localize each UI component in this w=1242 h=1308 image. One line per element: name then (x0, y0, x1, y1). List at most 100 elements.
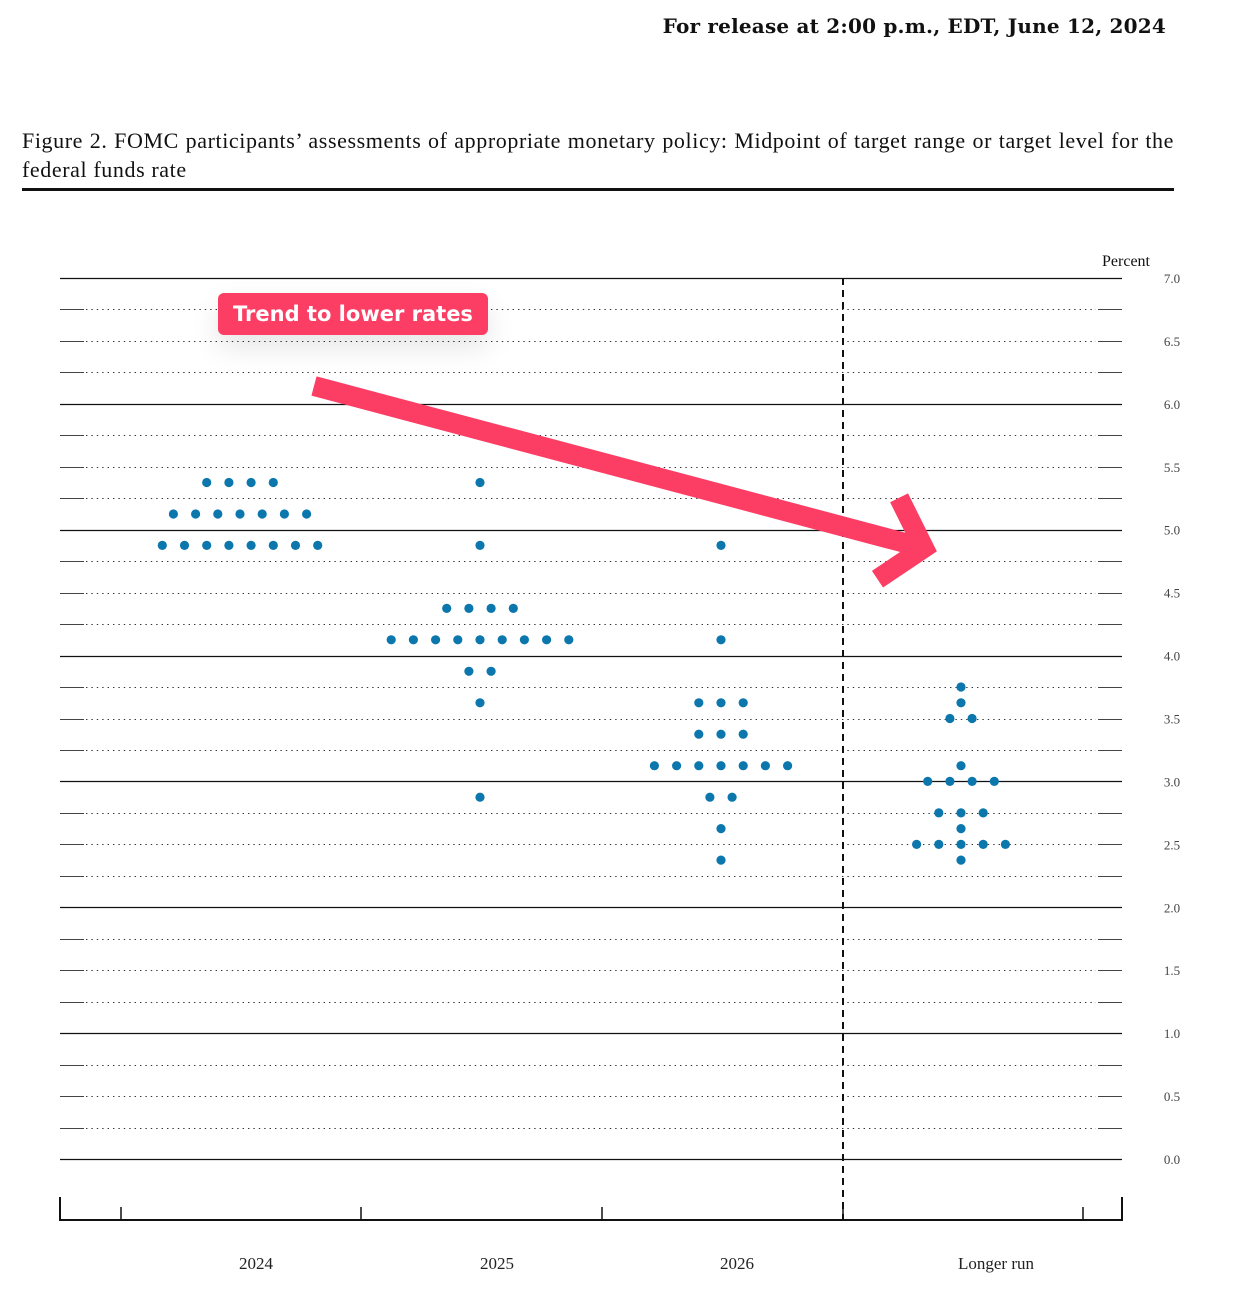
x-tick-label: 2024 (239, 1254, 274, 1273)
participant-dot (475, 477, 485, 488)
y-tick-label: 2.5 (1164, 837, 1180, 852)
participant-dot (738, 761, 748, 771)
participant-dot (519, 635, 530, 645)
participant-dot (475, 540, 485, 551)
participant-dot (956, 682, 966, 692)
participant-dot (475, 635, 485, 645)
y-tick-label: 6.0 (1164, 397, 1180, 412)
participant-dot (290, 540, 301, 551)
participant-dot (268, 477, 278, 488)
participant-dot (956, 808, 966, 818)
participant-dot (313, 540, 323, 551)
participant-dot (224, 540, 234, 551)
participant-dot (694, 729, 704, 739)
participant-dot (497, 635, 507, 645)
participant-dot (408, 635, 418, 645)
participant-dot (956, 698, 966, 708)
figure-title: Figure 2. FOMC participants’ assessments… (22, 128, 1174, 182)
trend-callout-label: Trend to lower rates (218, 293, 488, 335)
trend-arrow-icon (311, 376, 937, 588)
participant-dot (168, 509, 178, 519)
participant-dot (202, 477, 212, 488)
participant-dot (705, 792, 715, 802)
participant-dot (989, 776, 999, 787)
participant-dot (956, 839, 966, 850)
participant-dot (716, 635, 726, 645)
participant-dot (923, 776, 933, 787)
participant-dot (727, 792, 737, 802)
y-axis-label: Percent (1102, 253, 1151, 270)
participant-dot (179, 540, 190, 551)
y-axis-tick-labels: 0.0 0.5 1.0 1.5 2.0 2.5 3.0 3.5 4.0 4.5 5.0 5.5 6.0 6… (1164, 271, 1180, 1167)
participant-dot (302, 509, 312, 519)
participant-dot (694, 761, 704, 771)
y-tick-label: 7.0 (1164, 271, 1180, 286)
participant-dot (386, 635, 396, 645)
x-axis (59, 1197, 1123, 1221)
participant-dot (956, 824, 966, 834)
participant-dot (978, 808, 988, 818)
participant-dot (934, 839, 944, 850)
participant-dot (475, 792, 485, 802)
participant-dot (268, 540, 278, 551)
participant-dot (967, 776, 977, 787)
x-tick-label: 2026 (720, 1254, 754, 1273)
participant-dot (246, 477, 256, 488)
participant-dot (672, 761, 682, 771)
y-tick-label: 1.5 (1164, 963, 1180, 978)
participant-dot (716, 540, 726, 551)
participant-dot (956, 761, 966, 771)
y-tick-label: 6.5 (1164, 334, 1180, 349)
participant-dot (279, 509, 289, 519)
participant-dot (508, 603, 518, 614)
x-axis-tick-labels: 2024 2025 2026 Longer run (239, 1254, 1034, 1273)
participant-dot (431, 635, 441, 645)
y-tick-label: 4.0 (1164, 649, 1180, 664)
participant-dot (934, 808, 944, 818)
participant-dot (912, 839, 922, 850)
participant-dot (246, 540, 256, 551)
participant-dot (235, 509, 245, 519)
participant-dot (716, 855, 726, 865)
participant-dot (486, 603, 496, 614)
participant-dot (738, 698, 748, 708)
y-tick-label: 1.0 (1164, 1026, 1180, 1041)
participant-dots (157, 477, 1011, 865)
participant-dot (694, 698, 704, 708)
y-tick-label: 0.5 (1164, 1089, 1180, 1104)
participant-dot (716, 729, 726, 739)
participant-dot (716, 761, 726, 771)
participant-dot (716, 698, 726, 708)
participant-dot (760, 761, 771, 771)
participant-dot (542, 635, 552, 645)
y-tick-label: 5.0 (1164, 523, 1180, 538)
participant-dot (475, 698, 485, 708)
participant-dot (967, 713, 977, 724)
participant-dot (202, 540, 212, 551)
participant-dot (1000, 839, 1011, 850)
participant-dot (956, 855, 966, 865)
x-tick-label: Longer run (958, 1254, 1035, 1273)
y-tick-label: 2.0 (1164, 900, 1180, 915)
y-tick-label: 3.0 (1164, 774, 1180, 789)
gridlines (60, 277, 1122, 1161)
participant-dot (213, 509, 223, 519)
participant-dot (442, 603, 452, 614)
participant-dot (945, 713, 955, 724)
participant-dot (157, 540, 167, 551)
participant-dot (945, 776, 955, 787)
participant-dot (783, 761, 793, 771)
x-tick-label: 2025 (480, 1254, 514, 1273)
y-tick-label: 5.5 (1164, 460, 1180, 475)
y-tick-label: 4.5 (1164, 586, 1180, 601)
participant-dot (257, 509, 267, 519)
participant-dot (191, 509, 201, 519)
participant-dot (649, 761, 660, 771)
participant-dot (464, 666, 474, 676)
release-date-line: For release at 2:00 p.m., EDT, June 12, … (662, 14, 1166, 38)
participant-dot (453, 635, 463, 645)
participant-dot (486, 666, 496, 676)
title-rule (22, 188, 1174, 191)
y-tick-label: 3.5 (1164, 712, 1180, 727)
